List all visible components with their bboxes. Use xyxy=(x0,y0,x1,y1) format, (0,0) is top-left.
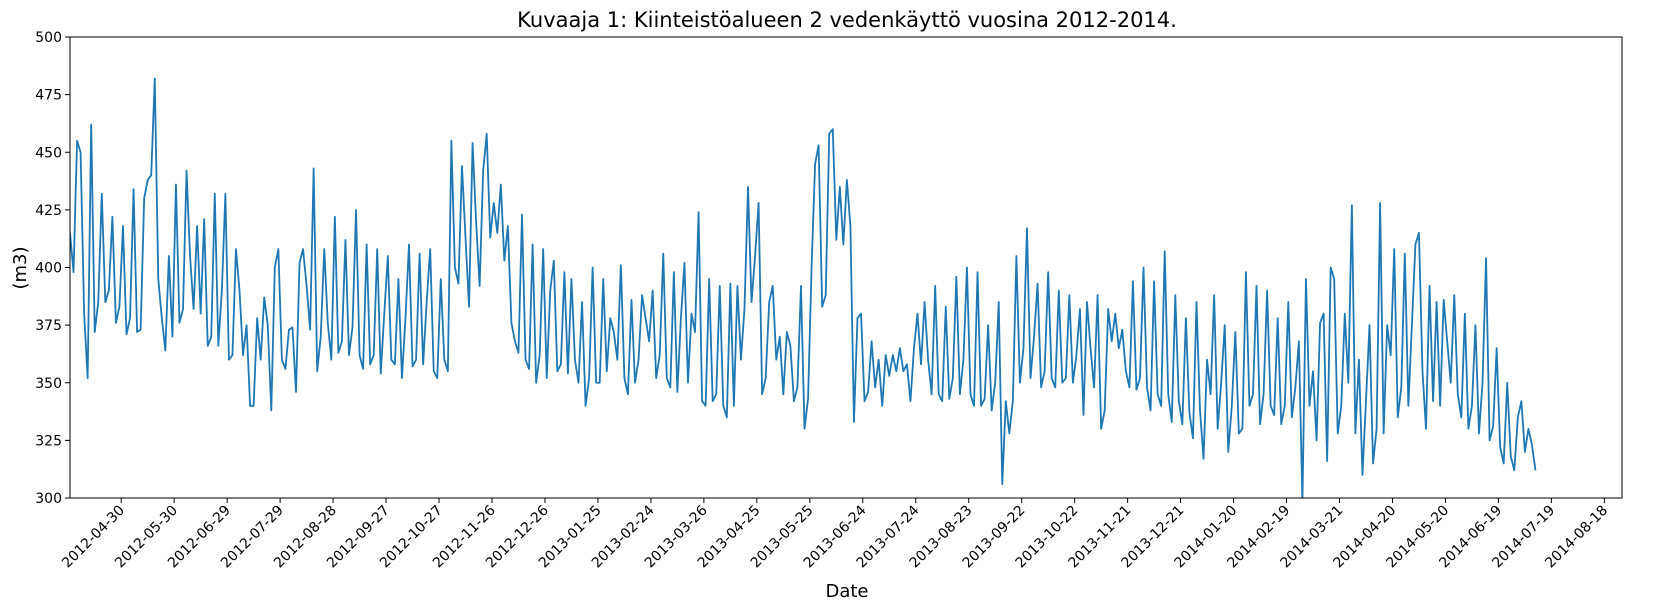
y-tick-label: 350 xyxy=(35,376,62,392)
y-axis-label: (m3) xyxy=(10,246,31,289)
x-axis-label: Date xyxy=(825,581,868,602)
y-tick-label: 450 xyxy=(35,145,62,161)
y-tick-label: 300 xyxy=(35,491,62,507)
y-tick-label: 425 xyxy=(35,203,62,219)
plot-area xyxy=(70,77,1537,498)
y-tick-label: 475 xyxy=(35,88,62,104)
y-axis: 300 325 350 375 400 425 450 475 500 xyxy=(35,30,70,507)
y-tick-label: 400 xyxy=(35,261,62,277)
y-tick-label: 500 xyxy=(35,30,62,46)
y-tick-label: 375 xyxy=(35,318,62,334)
y-tick-label: 325 xyxy=(35,433,62,449)
x-axis: 2012-04-302012-05-302012-06-292012-07-29… xyxy=(59,498,1611,571)
chart-title: Kuvaaja 1: Kiinteistöalueen 2 vedenkäytt… xyxy=(517,8,1177,32)
series-line-0 xyxy=(70,77,1537,498)
plot-frame xyxy=(69,36,1623,499)
